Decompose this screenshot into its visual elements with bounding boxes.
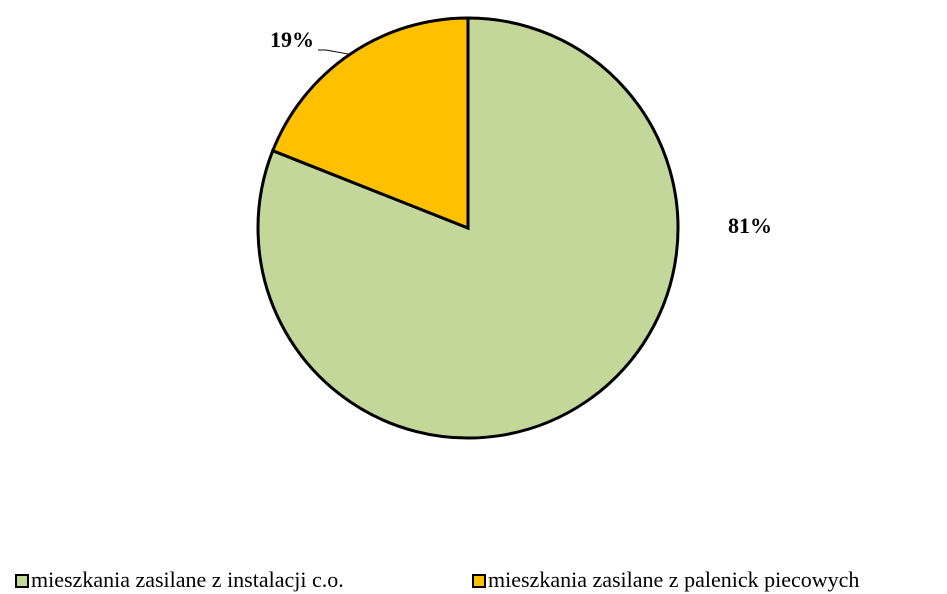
legend-label: mieszkania zasilane z palenick piecowych [488, 567, 859, 592]
leader-line [318, 49, 351, 55]
data-label: 19% [270, 27, 314, 52]
pie-slice [270, 16, 470, 231]
legend-swatch [472, 574, 486, 588]
data-label: 81% [728, 213, 772, 238]
legend-swatch [15, 574, 29, 588]
legend-label: mieszkania zasilane z instalacji c.o. [31, 567, 344, 592]
